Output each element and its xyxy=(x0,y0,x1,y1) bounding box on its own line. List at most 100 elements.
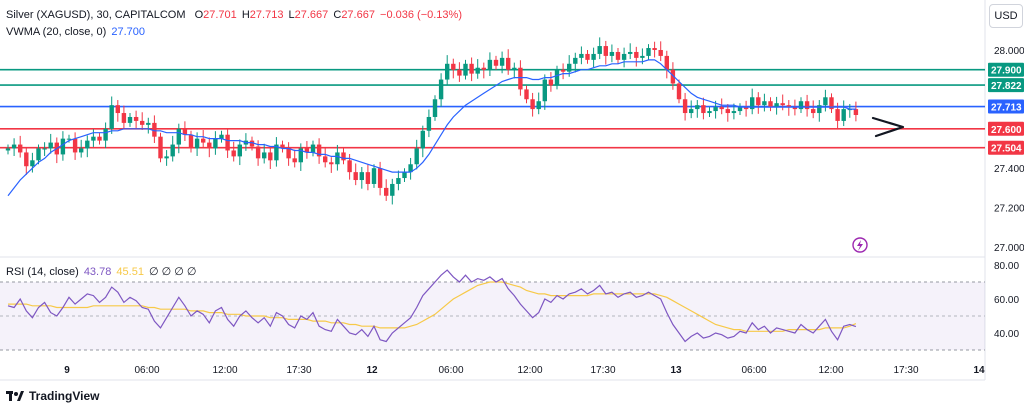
price-level-tag xyxy=(988,62,1024,77)
candle-body xyxy=(292,158,297,163)
candle-body xyxy=(219,134,224,139)
candle-body xyxy=(615,51,621,60)
legend-row-rsi: RSI (14, close) 43.78 45.51 ∅ ∅ ∅ ∅ xyxy=(6,265,199,278)
candle-body xyxy=(756,97,761,106)
price-level-label: 27.713 xyxy=(991,103,1022,114)
candle-body xyxy=(786,105,791,108)
candle-body xyxy=(762,101,767,106)
candle-body xyxy=(237,144,242,157)
time-tick-label: 06:00 xyxy=(134,365,159,376)
tradingview-footer[interactable]: TradingView xyxy=(6,389,99,403)
candle-body xyxy=(341,152,346,161)
arrow-annotation-icon xyxy=(871,116,905,138)
time-tick-label: 13 xyxy=(670,365,682,376)
candle-body xyxy=(554,69,560,86)
candle-body xyxy=(48,142,53,149)
price-tick-label: 27.000 xyxy=(994,243,1024,254)
candle-body xyxy=(286,148,291,159)
candle-body xyxy=(298,148,303,163)
candle-body xyxy=(609,51,615,56)
rsi-label[interactable]: RSI (14, close) xyxy=(6,266,79,278)
candle-body xyxy=(664,55,669,70)
candle-body xyxy=(188,134,194,149)
candle-body xyxy=(97,136,102,141)
candle-body xyxy=(121,113,127,123)
candle-body xyxy=(658,50,663,56)
candle-body xyxy=(255,146,261,159)
candle-body xyxy=(823,97,828,106)
low-label: L xyxy=(288,9,295,21)
candle-body xyxy=(695,105,700,110)
candle-body xyxy=(591,53,596,60)
candle-body xyxy=(420,130,425,149)
candle-body xyxy=(182,128,188,135)
vwma-label[interactable]: VWMA (20, close, 0) xyxy=(6,26,107,38)
candle-body xyxy=(231,150,236,157)
currency-button[interactable]: USD xyxy=(989,4,1023,28)
candle-body xyxy=(85,140,90,149)
rsi-ma-value: 45.51 xyxy=(116,266,144,278)
candle-body xyxy=(133,116,139,121)
time-tick-label: 17:30 xyxy=(286,365,311,376)
candle-body xyxy=(72,138,78,153)
candle-body xyxy=(682,99,688,114)
candle-body xyxy=(262,152,267,159)
candle-body xyxy=(36,148,41,161)
time-tick-label: 06:00 xyxy=(741,365,766,376)
high-label: H xyxy=(241,9,250,21)
candle-body xyxy=(274,144,279,161)
price-level-tag xyxy=(988,121,1024,136)
brand-name: TradingView xyxy=(29,389,100,403)
price-tick-label: 28.000 xyxy=(994,46,1024,57)
candle-body xyxy=(42,148,47,150)
candle-body xyxy=(628,51,633,54)
rsi-tick-label: 80.00 xyxy=(994,261,1019,272)
candle-body xyxy=(408,164,413,173)
candle-body xyxy=(176,128,181,145)
legend-row-vwma: VWMA (20, close, 0) 27.700 xyxy=(6,26,147,38)
candle-body xyxy=(353,172,358,181)
candle-body xyxy=(103,128,108,141)
candle-body xyxy=(463,63,468,76)
vwma-value: 27.700 xyxy=(111,26,145,38)
rsi-tick-label: 40.00 xyxy=(994,329,1019,340)
candle-body xyxy=(829,97,834,110)
candle-body xyxy=(743,107,749,110)
candle-body xyxy=(390,183,395,196)
vwma-line xyxy=(7,59,856,197)
candle-body xyxy=(804,101,810,110)
candle-body xyxy=(316,144,322,157)
price-level-tag xyxy=(988,99,1024,114)
candle-body xyxy=(835,109,840,121)
candle-body xyxy=(127,116,133,123)
symbol-title[interactable]: Silver (XAGUSD), 30, CAPITALCOM xyxy=(6,9,186,21)
candle-body xyxy=(201,138,206,143)
candle-body xyxy=(579,53,584,58)
candle-body xyxy=(164,156,169,159)
candle-body xyxy=(719,107,724,110)
candle-body xyxy=(585,53,590,60)
high-value: 27.713 xyxy=(249,9,284,21)
price-level-label: 27.600 xyxy=(991,125,1022,136)
candle-body xyxy=(689,109,694,114)
candle-body xyxy=(438,79,444,100)
price-level-label: 27.504 xyxy=(991,144,1022,155)
candle-body xyxy=(115,105,120,114)
candle-body xyxy=(249,140,255,147)
time-tick-label: 12 xyxy=(366,365,378,376)
candle-body xyxy=(798,101,804,110)
candle-body xyxy=(737,107,743,112)
candle-body xyxy=(560,69,566,72)
candle-body xyxy=(310,144,316,153)
candle-body xyxy=(152,122,157,137)
candle-body xyxy=(725,109,730,114)
candle-body xyxy=(213,138,218,149)
price-level-tag xyxy=(988,78,1024,93)
candle-body xyxy=(268,152,273,161)
candle-body xyxy=(713,107,718,112)
candle-body xyxy=(365,172,371,184)
candle-body xyxy=(158,136,163,159)
candle-body xyxy=(774,103,779,108)
candle-body xyxy=(451,63,456,70)
